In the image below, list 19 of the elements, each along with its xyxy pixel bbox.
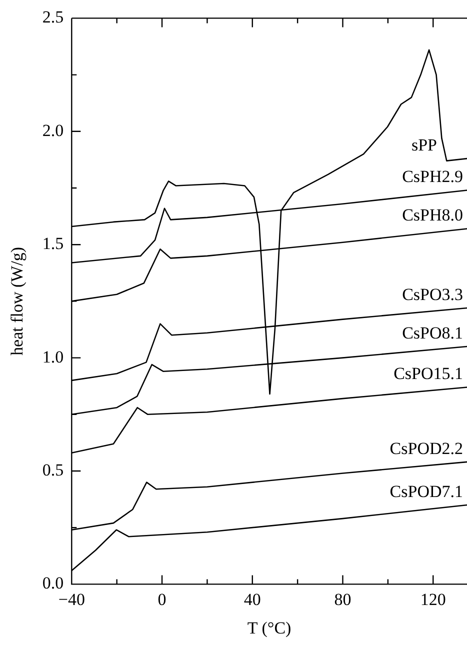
y-axis-title: heat flow (W/g)	[8, 246, 27, 356]
series-label: CsPO15.1	[394, 364, 463, 384]
series-label: CsPH2.9	[402, 167, 463, 186]
y-tick-label: 1.5	[42, 234, 64, 254]
series-label: CsPH8.0	[402, 206, 463, 225]
x-tick-label: 80	[334, 590, 352, 609]
series-label: CsPOD2.2	[390, 438, 463, 458]
series-label: CsPO8.1	[402, 323, 463, 342]
y-tick-label: 1.0	[42, 347, 64, 366]
x-tick-label: 120	[420, 590, 446, 609]
series-label: sPP	[411, 136, 437, 155]
y-tick-label: 0.5	[42, 460, 64, 480]
x-axis-title: T (°C)	[247, 618, 292, 638]
y-tick-label: 2.0	[42, 120, 64, 140]
y-tick-label: 2.5	[42, 8, 64, 27]
x-tick-label: 0	[158, 590, 166, 609]
x-tick-label: 40	[244, 590, 261, 609]
series-label: CsPO3.3	[402, 284, 463, 304]
series-label: CsPOD7.1	[390, 482, 463, 501]
